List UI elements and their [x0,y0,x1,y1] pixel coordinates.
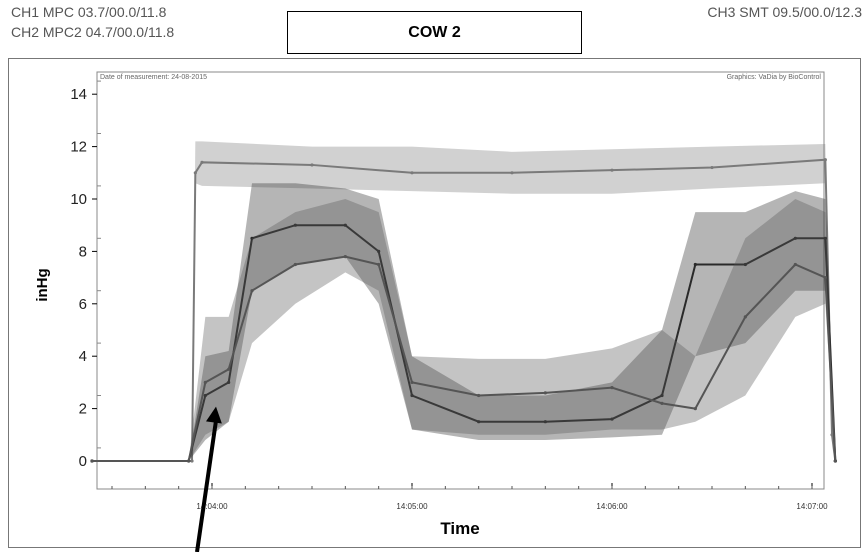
data-point [610,386,614,390]
data-point [193,171,197,175]
data-point [250,236,254,240]
data-point [743,262,747,267]
data-point [310,163,314,167]
x-tick-label: 14:07:00 [796,502,828,511]
data-point [610,417,614,421]
series-band [92,183,836,461]
annotation-layer [195,406,222,552]
x-tick-label: 14:04:00 [196,502,228,511]
series-ch3-smt [90,141,837,463]
y-axis-label: inHg [34,268,51,301]
series-group [90,141,837,463]
measurement-date-note: Date of measurement: 24-08-2015 [100,74,207,81]
ch1-readout: CH1 MPC 03.7/00.0/11.8 [11,4,167,20]
y-tick-label: 10 [70,191,87,208]
y-tick-label: 2 [79,401,87,418]
series-ch2-mpc2 [90,199,837,463]
data-point [660,393,664,398]
data-point [660,401,664,405]
data-point [710,165,714,170]
series-line [92,255,837,462]
y-axis: 0 2 4 6 8 10 12 14 [70,80,101,470]
data-point [250,289,254,293]
data-point [200,160,204,164]
data-point [90,459,94,463]
data-point [190,459,194,463]
ch3-readout: CH3 SMT 09.5/00.0/12.3 [707,4,862,20]
data-point [293,223,297,227]
y-tick-label: 8 [79,243,87,260]
data-point [693,407,697,411]
data-point [477,393,481,398]
data-point [823,276,827,280]
chart-title: COW 2 [408,23,461,41]
annotation-arrow-head [205,406,222,424]
data-point [510,171,514,175]
data-point [203,393,207,398]
data-point [343,255,347,259]
series-band [92,199,836,461]
annotation-arrow-shaft [195,420,218,552]
data-point [377,262,381,267]
ch2-readout: CH2 MPC2 04.7/00.0/11.8 [11,24,175,40]
y-tick-label: 0 [79,453,87,470]
title-box: COW 2 [287,11,582,54]
data-point [410,380,414,384]
data-point [203,380,207,384]
y-tick-label: 12 [70,139,87,156]
series-line [92,158,837,462]
data-point [610,168,614,172]
x-axis: 14:04:00 14:05:00 14:06:00 14:07:00 [111,483,828,511]
series-line [92,224,837,462]
x-axis-label: Time [440,519,479,538]
x-tick-label: 14:05:00 [396,502,428,511]
data-point [833,459,837,463]
data-point [477,420,481,424]
series-band [92,141,836,462]
data-point [793,262,797,267]
y-tick-label: 6 [79,296,87,313]
data-point [543,391,547,395]
series-ch1-mpc [90,183,837,463]
data-point [823,236,827,240]
data-point [693,262,697,267]
data-point [343,223,347,227]
data-point [743,315,747,319]
data-point [377,249,381,253]
x-tick-label: 14:06:00 [596,502,628,511]
data-point [410,171,414,175]
data-point [793,236,797,240]
graphics-credit-note: Graphics: VaDia by BioControl [727,74,822,81]
data-point [293,262,297,267]
data-point [410,393,414,398]
data-point [543,420,547,424]
data-point [227,367,231,371]
plot-border [96,71,825,490]
data-point [227,380,231,384]
data-point [830,433,834,437]
y-tick-label: 4 [79,348,87,365]
chart-frame [8,58,861,548]
data-point [187,459,191,463]
data-point [823,158,827,162]
y-tick-label: 14 [70,86,87,103]
